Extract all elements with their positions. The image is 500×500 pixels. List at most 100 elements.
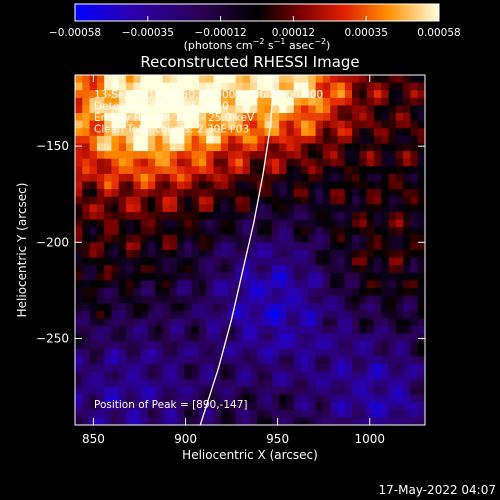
heatmap-cell bbox=[242, 402, 251, 411]
heatmap-cell bbox=[403, 143, 412, 152]
heatmap-cell bbox=[250, 120, 258, 129]
heatmap-cell bbox=[417, 151, 425, 160]
heatmap-cell bbox=[257, 219, 266, 228]
heatmap-cell bbox=[366, 128, 375, 137]
heatmap-cell bbox=[235, 113, 244, 122]
heatmap-cell bbox=[271, 105, 280, 114]
heatmap-cell bbox=[213, 128, 222, 137]
heatmap-cell bbox=[373, 265, 382, 274]
heatmap-cell bbox=[279, 105, 288, 114]
heatmap-cell bbox=[213, 196, 222, 205]
heatmap-cell bbox=[373, 75, 382, 84]
heatmap-cell bbox=[162, 128, 171, 137]
heatmap-cell bbox=[177, 356, 185, 365]
heatmap-cell bbox=[322, 211, 331, 221]
heatmap-cell bbox=[279, 295, 288, 304]
heatmap-cell bbox=[417, 394, 425, 403]
heatmap-cell bbox=[410, 173, 419, 183]
heatmap-cell bbox=[169, 227, 178, 236]
heatmap-cell bbox=[198, 113, 207, 122]
heatmap-cell bbox=[286, 196, 295, 205]
heatmap-cell bbox=[235, 189, 244, 198]
heatmap-cell bbox=[104, 242, 113, 251]
heatmap-cell bbox=[308, 135, 317, 145]
heatmap-cell bbox=[308, 181, 317, 190]
heatmap-cell bbox=[242, 364, 251, 373]
heatmap-cell bbox=[264, 265, 273, 274]
heatmap-cell bbox=[344, 280, 353, 289]
heatmap-cell bbox=[337, 371, 346, 380]
heatmap-cell bbox=[410, 348, 419, 358]
heatmap-cell bbox=[140, 417, 149, 425]
heatmap-cell bbox=[359, 196, 368, 205]
heatmap-cell bbox=[293, 341, 302, 350]
heatmap-cell bbox=[410, 97, 419, 107]
heatmap-cell bbox=[337, 318, 346, 327]
heatmap-cell bbox=[82, 272, 91, 282]
heatmap-cell bbox=[184, 113, 193, 122]
heatmap-cell bbox=[366, 303, 375, 312]
heatmap-cell bbox=[417, 75, 425, 84]
heatmap-cell bbox=[388, 90, 397, 99]
heatmap-cell bbox=[271, 234, 280, 243]
heatmap-cell bbox=[104, 272, 113, 282]
heatmap-cell bbox=[206, 310, 215, 320]
heatmap-cell bbox=[191, 394, 200, 403]
heatmap-cell bbox=[228, 113, 237, 122]
heatmap-cell bbox=[140, 250, 149, 259]
heatmap-cell bbox=[264, 394, 273, 403]
heatmap-cell bbox=[198, 402, 207, 411]
heatmap-cell bbox=[301, 326, 309, 335]
heatmap-cell bbox=[213, 318, 222, 327]
heatmap-cell bbox=[140, 173, 149, 183]
heatmap-cell bbox=[82, 386, 91, 396]
heatmap-cell bbox=[301, 158, 309, 167]
heatmap-cell bbox=[279, 128, 288, 137]
heatmap-cell bbox=[133, 151, 142, 160]
heatmap-cell bbox=[155, 280, 164, 289]
heatmap-cell bbox=[177, 151, 185, 160]
heatmap-cell bbox=[162, 242, 171, 251]
heatmap-cell bbox=[308, 143, 317, 152]
heatmap-cell bbox=[235, 386, 244, 396]
heatmap-cell bbox=[220, 189, 229, 198]
heatmap-cell bbox=[198, 82, 207, 91]
heatmap-cell bbox=[257, 417, 266, 425]
heatmap-cell bbox=[373, 120, 382, 129]
heatmap-cell bbox=[206, 341, 215, 350]
heatmap-cell bbox=[133, 90, 142, 99]
heatmap-cell bbox=[169, 295, 178, 304]
heatmap-cell bbox=[206, 128, 215, 137]
heatmap-cell bbox=[96, 303, 105, 312]
heatmap-cell bbox=[155, 386, 164, 396]
heatmap-cell bbox=[89, 158, 98, 167]
heatmap-cell bbox=[82, 173, 91, 183]
heatmap-cell bbox=[264, 181, 273, 190]
heatmap-cell bbox=[235, 272, 244, 282]
heatmap-cell bbox=[388, 97, 397, 107]
heatmap-cell bbox=[242, 371, 251, 380]
heatmap-cell bbox=[410, 379, 419, 388]
heatmap-cell bbox=[395, 326, 404, 335]
heatmap-cell bbox=[133, 402, 142, 411]
heatmap-cell bbox=[381, 113, 390, 122]
heatmap-cell bbox=[271, 348, 280, 358]
heatmap-cell bbox=[75, 90, 83, 99]
heatmap-cell bbox=[322, 250, 331, 259]
heatmap-cell bbox=[410, 318, 419, 327]
heatmap-cell bbox=[352, 371, 360, 380]
heatmap-cell bbox=[147, 173, 156, 183]
heatmap-cell bbox=[96, 417, 105, 425]
heatmap-cell bbox=[162, 379, 171, 388]
heatmap-cell bbox=[271, 143, 280, 152]
heatmap-cell bbox=[315, 242, 324, 251]
heatmap-cell bbox=[322, 166, 331, 175]
heatmap-cell bbox=[322, 219, 331, 228]
heatmap-cell bbox=[373, 128, 382, 137]
heatmap-cell bbox=[359, 113, 368, 122]
heatmap-cell bbox=[126, 371, 134, 380]
heatmap-cell bbox=[308, 371, 317, 380]
heatmap-cell bbox=[388, 173, 397, 183]
heatmap-cell bbox=[75, 280, 83, 289]
heatmap-cell bbox=[235, 181, 244, 190]
